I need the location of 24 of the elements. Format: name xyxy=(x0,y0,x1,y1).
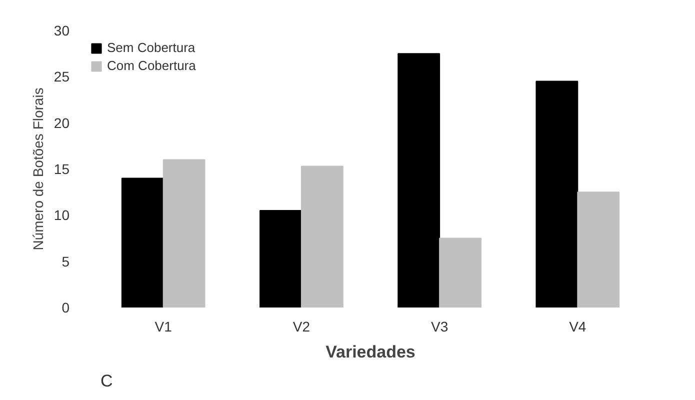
bar xyxy=(439,238,482,308)
x-tick-label: V2 xyxy=(292,318,310,334)
y-axis-title: Número de Botões Florais xyxy=(30,88,46,250)
y-tick-label: 30 xyxy=(54,22,70,38)
bar xyxy=(260,210,302,308)
text: C xyxy=(100,372,113,390)
x-axis-title: Variedades xyxy=(326,342,416,362)
bar xyxy=(398,53,440,308)
bar xyxy=(162,159,206,308)
y-tick-label: 5 xyxy=(62,253,70,270)
y-tick-label: 10 xyxy=(54,207,70,224)
bar xyxy=(536,80,578,308)
legend-label: Com Cobertura xyxy=(107,58,196,73)
x-tick-label: V1 xyxy=(154,318,172,334)
y-tick-label: 15 xyxy=(54,161,70,177)
x-tick-label: V4 xyxy=(569,318,586,334)
bar xyxy=(300,166,344,308)
y-tick-label: 20 xyxy=(54,114,70,131)
y-tick-label: 25 xyxy=(54,68,70,85)
bar xyxy=(121,178,164,308)
bar xyxy=(577,192,620,308)
y-tick-label: 0 xyxy=(62,300,70,316)
legend-label: Sem Cobertura xyxy=(107,40,196,55)
x-tick-label: V3 xyxy=(430,318,448,334)
